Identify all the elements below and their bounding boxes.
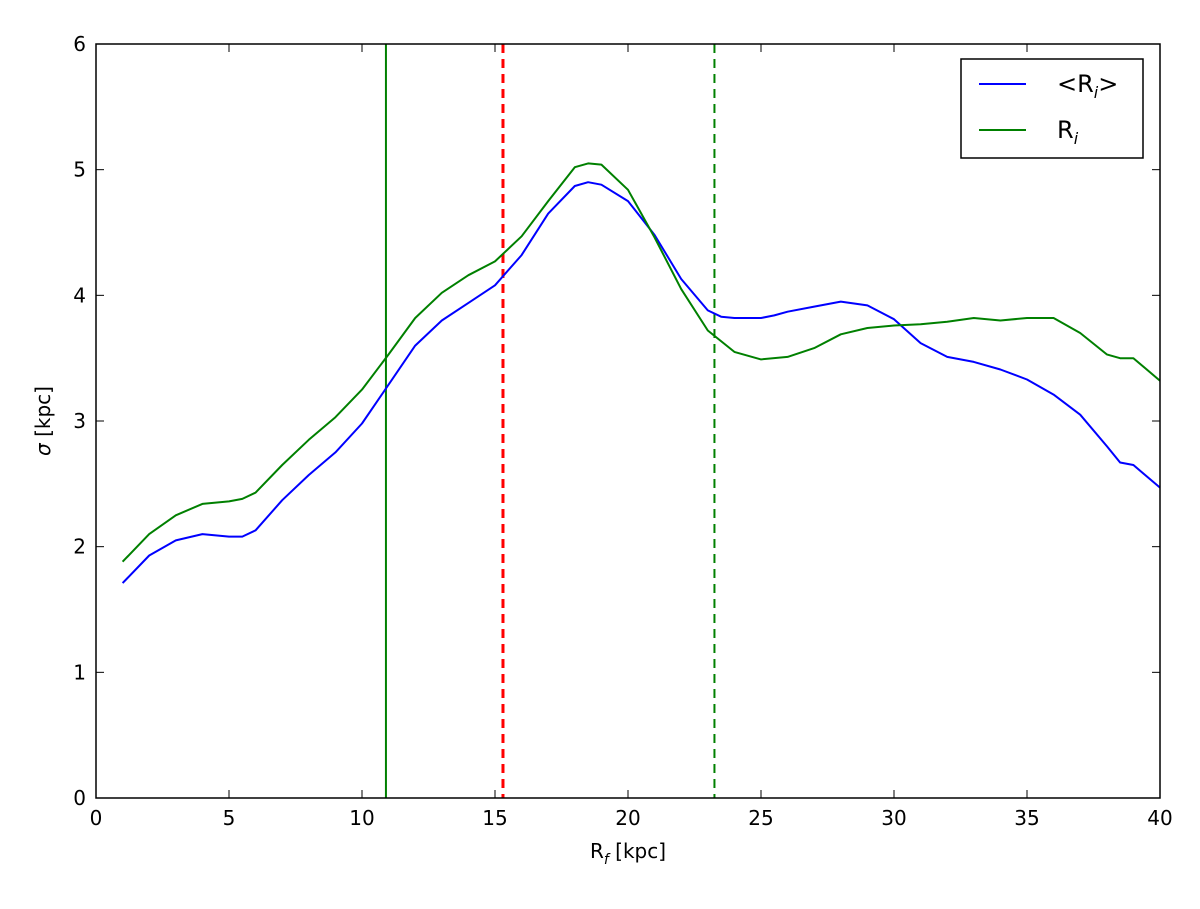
x-tick-label: 10 bbox=[349, 806, 374, 830]
reference-lines bbox=[384, 44, 716, 798]
x-tick-label: 30 bbox=[881, 806, 906, 830]
y-tick-label: 3 bbox=[73, 409, 86, 433]
y-axis-label: σ [kpc] bbox=[31, 386, 55, 456]
x-tick-label: 20 bbox=[615, 806, 640, 830]
y-tick-label: 6 bbox=[73, 32, 86, 56]
x-tick-label: 40 bbox=[1147, 806, 1172, 830]
series-line-1 bbox=[121, 162, 1161, 563]
legend: <Ri> Ri bbox=[960, 58, 1144, 159]
y-tick-label: 1 bbox=[73, 660, 86, 684]
axis-ticks bbox=[95, 43, 1161, 799]
plot-background bbox=[96, 44, 1160, 798]
series-layer bbox=[121, 162, 1161, 584]
legend-label-ri: Ri bbox=[1057, 116, 1079, 148]
x-tick-label: 25 bbox=[748, 806, 773, 830]
y-tick-label: 2 bbox=[73, 535, 86, 559]
x-tick-label: 0 bbox=[90, 806, 103, 830]
y-tick-label: 0 bbox=[73, 786, 86, 810]
x-axis-label: Rf [kpc] bbox=[590, 839, 666, 868]
x-tick-label: 35 bbox=[1014, 806, 1039, 830]
legend-label-mean-ri: <Ri> bbox=[1057, 70, 1118, 102]
x-tick-label: 5 bbox=[223, 806, 236, 830]
legend-box bbox=[960, 58, 1144, 159]
tick-labels: 0 5 10 15 20 25 30 35 40 0 1 2 3 4 5 6 bbox=[73, 32, 1172, 830]
x-tick-label: 15 bbox=[482, 806, 507, 830]
y-tick-label: 5 bbox=[73, 158, 86, 182]
y-tick-label: 4 bbox=[73, 283, 86, 307]
series-line-0 bbox=[121, 181, 1161, 584]
